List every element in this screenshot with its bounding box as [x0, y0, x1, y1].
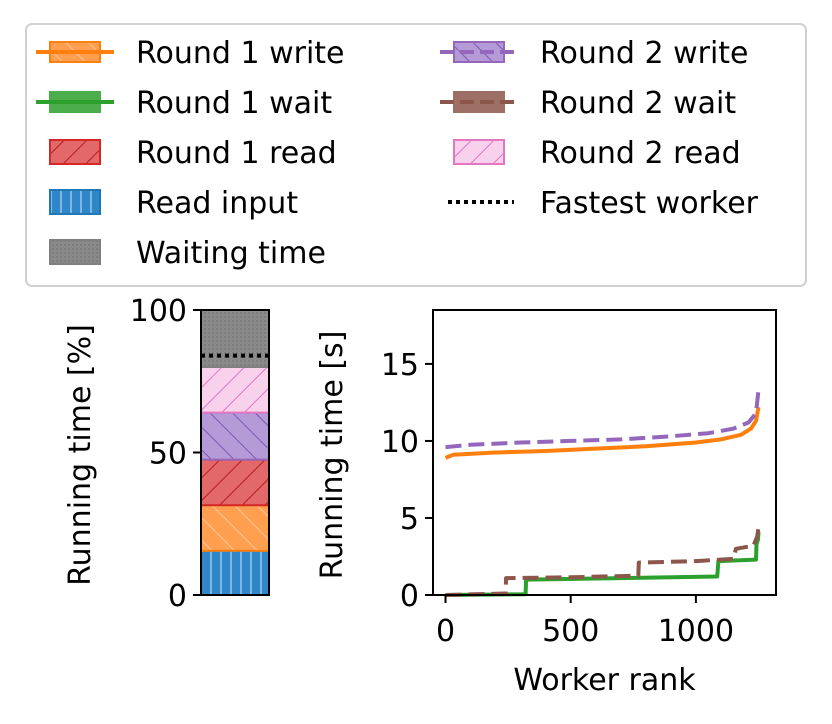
bar-segment-read-input [200, 549, 270, 597]
legend-label: Round 1 wait [136, 86, 332, 121]
legend: Round 1 write Round 2 write Round 1 wait Ro… [25, 23, 807, 287]
legend-item-fastest-worker: Fastest worker [448, 186, 759, 221]
legend-swatch [49, 239, 101, 265]
line-chart: 0 500 1000 0 5 10 15 Worker rank Running time… [315, 309, 777, 698]
bar-segment-round-2-write [200, 411, 270, 461]
legend-label: Round 2 wait [540, 86, 736, 121]
bar-y-axis-label: Running time [%] [63, 324, 98, 586]
legend-label: Round 1 write [136, 36, 345, 71]
bar-segment-waiting-time [200, 309, 270, 368]
series-round-1-wait [445, 531, 761, 597]
bar-segment-round-1-read [200, 458, 270, 507]
legend-label: Round 1 read [136, 136, 337, 171]
legend-item-round-2-write: Round 2 write [440, 36, 749, 71]
line-x-tick-label: 1000 [658, 614, 734, 649]
legend-frame [25, 23, 807, 287]
line-axes-frame [432, 309, 777, 596]
legend-item-round-1-wait: Round 1 wait [36, 86, 332, 121]
bar-segment-round-2-read [200, 366, 270, 414]
legend-label: Round 2 read [540, 136, 741, 171]
line-x-tick-label: 500 [542, 614, 599, 649]
legend-label: Round 2 write [540, 36, 749, 71]
legend-label: Fastest worker [540, 186, 759, 221]
legend-item-round-1-read: Round 1 read [49, 136, 337, 171]
legend-label: Read input [136, 186, 298, 221]
line-y-axis-label: Running time [s] [315, 331, 350, 580]
line-y-tick-label: 5 [400, 502, 419, 537]
legend-item-round-2-wait: Round 2 wait [440, 86, 736, 121]
legend-item-round-2-read: Round 2 read [453, 136, 741, 171]
legend-label: Waiting time [136, 236, 326, 271]
bar-y-tick-label: 50 [149, 437, 187, 472]
legend-swatch [49, 189, 101, 215]
bar-y-tick-label: 0 [168, 579, 187, 614]
stacked-bar-chart: 0 50 100 Running time [%] [63, 294, 270, 614]
line-x-tick-label: 0 [436, 614, 455, 649]
series-round-2-wait [445, 526, 761, 597]
legend-item-read-input: Read input [49, 186, 298, 221]
legend-swatch [453, 139, 505, 165]
line-y-tick-label: 15 [381, 348, 419, 383]
bar-segment-round-1-write [200, 504, 270, 552]
legend-item-round-1-write: Round 1 write [36, 36, 345, 71]
bar-y-tick-label: 100 [130, 294, 187, 329]
series-round-2-write [445, 389, 761, 450]
legend-swatch [49, 139, 101, 165]
legend-item-waiting-time: Waiting time [49, 236, 326, 271]
line-x-axis-label: Worker rank [513, 663, 696, 698]
series-round-1-write [444, 406, 761, 460]
line-y-tick-label: 0 [400, 579, 419, 614]
line-y-tick-label: 10 [381, 425, 419, 460]
